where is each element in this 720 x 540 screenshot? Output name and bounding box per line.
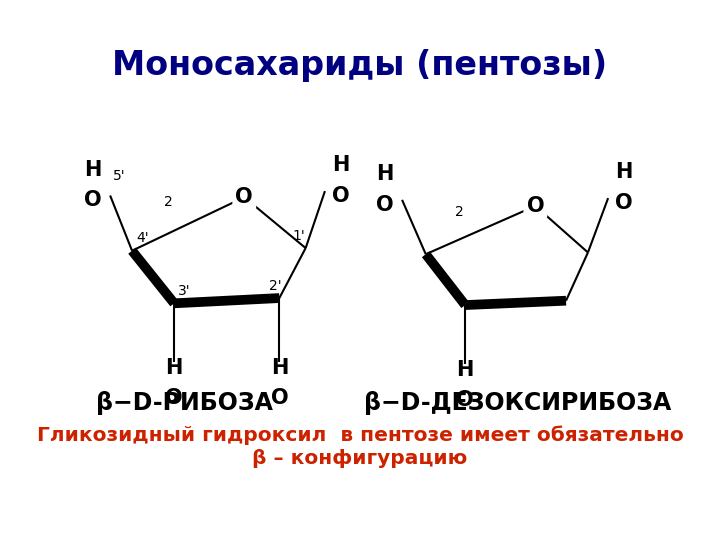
Text: O: O bbox=[166, 388, 183, 408]
Text: Моносахариды (пентозы): Моносахариды (пентозы) bbox=[112, 49, 608, 82]
Text: β−D-ДЕЗОКСИРИБОЗА: β−D-ДЕЗОКСИРИБОЗА bbox=[364, 392, 672, 415]
Text: 2: 2 bbox=[164, 195, 174, 210]
Text: 3': 3' bbox=[179, 284, 191, 298]
Text: H: H bbox=[332, 156, 349, 176]
Text: O: O bbox=[84, 190, 102, 210]
Text: O: O bbox=[235, 187, 253, 207]
Text: O: O bbox=[332, 186, 349, 206]
Text: 2': 2' bbox=[269, 279, 282, 293]
Text: 1': 1' bbox=[292, 229, 305, 243]
Text: O: O bbox=[615, 193, 633, 213]
Text: H: H bbox=[615, 163, 633, 183]
Text: H: H bbox=[84, 160, 102, 180]
Text: O: O bbox=[526, 196, 544, 216]
Text: β−D-РИБОЗА: β−D-РИБОЗА bbox=[96, 392, 273, 415]
Text: O: O bbox=[271, 388, 288, 408]
Text: H: H bbox=[456, 360, 474, 380]
Text: O: O bbox=[376, 194, 393, 214]
Text: 2: 2 bbox=[455, 205, 464, 219]
Text: H: H bbox=[271, 358, 288, 378]
Text: 4': 4' bbox=[136, 232, 149, 246]
Text: O: O bbox=[456, 390, 474, 410]
Text: β – конфигурацию: β – конфигурацию bbox=[253, 449, 467, 468]
Text: Гликозидный гидроксил  в пентозе имеет обязательно: Гликозидный гидроксил в пентозе имеет об… bbox=[37, 425, 683, 444]
Text: 5': 5' bbox=[112, 169, 125, 183]
Text: H: H bbox=[376, 164, 393, 184]
Text: H: H bbox=[166, 358, 183, 378]
